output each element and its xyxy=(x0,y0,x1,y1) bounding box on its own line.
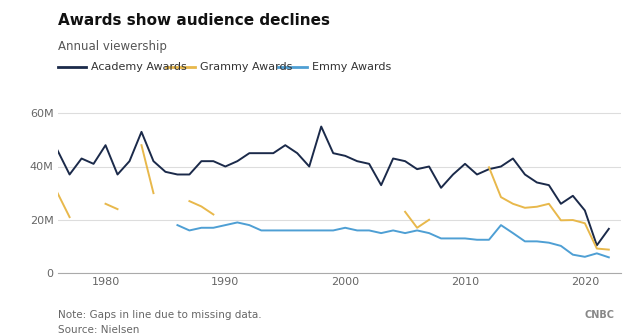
Text: Annual viewership: Annual viewership xyxy=(58,40,166,53)
Text: Source: Nielsen: Source: Nielsen xyxy=(58,325,139,333)
Text: Academy Awards: Academy Awards xyxy=(91,62,187,72)
Text: Grammy Awards: Grammy Awards xyxy=(200,62,292,72)
Text: Emmy Awards: Emmy Awards xyxy=(312,62,391,72)
Text: Awards show audience declines: Awards show audience declines xyxy=(58,13,330,28)
Text: CNBC: CNBC xyxy=(584,310,614,320)
Text: Note: Gaps in line due to missing data.: Note: Gaps in line due to missing data. xyxy=(58,310,261,320)
